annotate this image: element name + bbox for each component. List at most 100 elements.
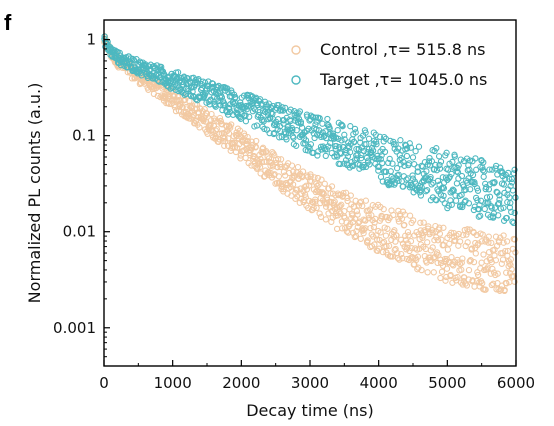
control-data-point (398, 215, 406, 222)
target-data-point (415, 143, 423, 150)
target-data-point (449, 158, 456, 166)
target-data-point (437, 158, 445, 165)
control-data-point (355, 219, 362, 227)
control-data-point (454, 273, 461, 281)
target-data-point (369, 147, 377, 154)
control-data-point (465, 276, 472, 283)
control-data-point (424, 239, 431, 246)
control-data-point (382, 232, 390, 239)
target-data-point (403, 145, 411, 152)
y-tick-label: 0.001 (53, 319, 96, 337)
target-data-point (462, 186, 469, 193)
control-data-point (438, 268, 446, 275)
control-data-point (343, 228, 351, 235)
target-data-point (389, 160, 396, 167)
control-data-point (367, 224, 374, 232)
target-data-point (195, 76, 202, 83)
target-data-point (302, 137, 310, 144)
control-data-point (494, 270, 501, 277)
y-tick-label: 1 (86, 31, 96, 49)
target-data-point (454, 169, 462, 176)
target-data-point (316, 115, 323, 122)
control-data-point (408, 253, 416, 261)
target-data-point (477, 212, 484, 219)
target-data-point (443, 149, 450, 156)
target-data-point (268, 109, 275, 117)
target-data-point (324, 115, 331, 123)
target-data-point (488, 204, 495, 211)
target-data-point (372, 138, 380, 145)
control-data-point (455, 259, 462, 266)
target-data-point (218, 84, 225, 91)
control-data-point (353, 207, 361, 215)
target-data-point (466, 166, 473, 173)
target-data-point (174, 69, 182, 76)
control-data-point (406, 212, 414, 219)
control-data-point (478, 259, 485, 266)
target-data-point (297, 120, 304, 127)
control-data-point (493, 286, 500, 293)
target-data-point (338, 121, 345, 128)
target-data-point (314, 152, 321, 159)
control-data-point (250, 152, 257, 160)
control-data-point (440, 224, 447, 231)
control-data-point (310, 204, 317, 211)
y-axis-title: Normalized PL counts (a.u.) (25, 83, 44, 304)
target-data-point (283, 114, 290, 122)
target-data-point (273, 122, 280, 129)
target-data-point (337, 160, 344, 168)
x-axis: 0 1000 2000 3000 4000 5000 6000 (99, 360, 535, 392)
target-data-point (412, 148, 419, 155)
target-data-point (246, 113, 253, 120)
control-data-point (424, 225, 432, 232)
control-data-point (313, 204, 320, 212)
control-data-point (506, 260, 513, 267)
target-data-point (433, 167, 441, 174)
target-data-point (333, 142, 340, 150)
target-data-point (362, 129, 369, 136)
control-data-point (440, 241, 447, 249)
target-data-point (440, 192, 447, 200)
control-data-point (471, 283, 478, 290)
control-data-point (474, 271, 482, 279)
control-data-point (360, 226, 368, 233)
control-data-point (396, 256, 403, 263)
target-data-point (290, 134, 297, 141)
target-data-point (232, 94, 239, 101)
control-data-point (450, 262, 457, 269)
control-data-point (501, 286, 508, 294)
x-axis-title: Decay time (ns) (246, 401, 374, 420)
control-legend-label: Control ,τ= 515.8 ns (320, 40, 486, 59)
target-data-point (500, 204, 507, 211)
control-data-point (227, 124, 234, 131)
target-data-point (376, 133, 384, 140)
control-data-point (347, 192, 354, 199)
control-data-point (208, 110, 215, 118)
target-data-point (496, 196, 503, 203)
control-data-point (338, 201, 345, 208)
target-data-point (428, 181, 435, 188)
target-data-point (495, 200, 503, 207)
legend: Control ,τ= 515.8 ns Target ,τ= 1045.0 ns (291, 40, 487, 89)
control-data-point (238, 137, 245, 144)
target-data-point (322, 152, 329, 160)
target-data-point (338, 137, 345, 144)
control-data-point (489, 265, 496, 273)
target-data-point (448, 170, 455, 178)
control-data-point (275, 173, 283, 180)
control-data-point (300, 188, 307, 195)
control-data-point (410, 217, 417, 224)
target-data-point (346, 149, 354, 156)
control-data-point (389, 253, 396, 260)
target-data-point (385, 159, 392, 167)
target-data-point (278, 133, 285, 141)
target-data-point (480, 173, 487, 180)
target-data-point (253, 122, 261, 129)
target-data-point (491, 179, 498, 186)
target-data-point (201, 91, 208, 98)
target-data-point (351, 139, 358, 146)
target-data-point (282, 104, 289, 112)
control-data-point (511, 278, 518, 285)
control-data-point (442, 277, 449, 284)
